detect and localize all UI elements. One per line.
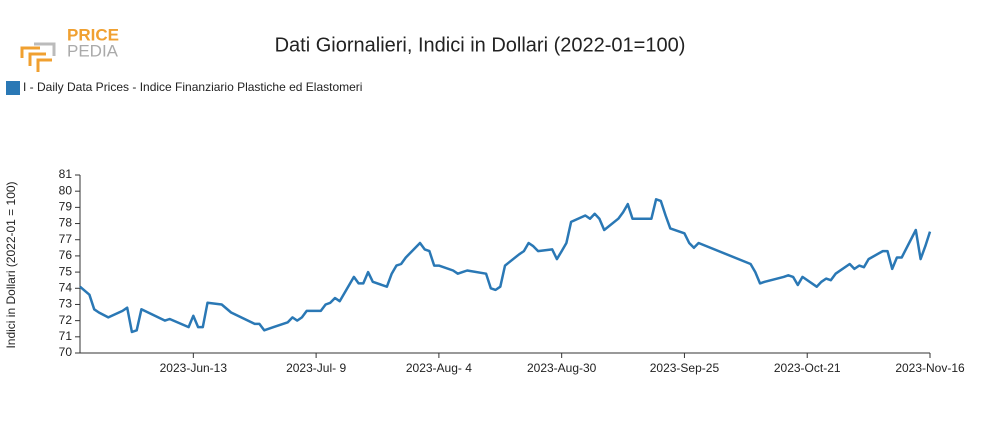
y-tick-label: 81 — [59, 167, 73, 181]
logo-text: PEDIA — [67, 41, 119, 60]
logo-mark — [34, 42, 56, 56]
x-tick-label: 2023-Nov-16 — [895, 361, 965, 375]
y-tick-label: 73 — [59, 297, 73, 311]
y-tick-label: 72 — [59, 313, 73, 327]
y-axis-label: Indici in Dollari (2022-01 = 100) — [4, 181, 18, 348]
y-tick-label: 70 — [59, 345, 73, 359]
x-tick-label: 2023-Jul- 9 — [286, 361, 346, 375]
y-tick-label: 74 — [59, 280, 73, 294]
logo: PRICE PEDIA — [20, 25, 119, 72]
y-tick-label: 80 — [59, 183, 73, 197]
chart-title: Dati Giornalieri, Indici in Dollari (202… — [275, 34, 686, 56]
y-tick-label: 75 — [59, 264, 73, 278]
y-tick-label: 79 — [59, 200, 73, 214]
y-tick-label: 77 — [59, 232, 73, 246]
x-tick-label: 2023-Aug-30 — [527, 361, 597, 375]
x-tick-label: 2023-Sep-25 — [650, 361, 720, 375]
x-tick-label: 2023-Oct-21 — [774, 361, 841, 375]
y-tick-label: 76 — [59, 248, 73, 262]
y-tick-label: 78 — [59, 216, 73, 230]
legend-swatch — [6, 81, 20, 95]
legend-label: I - Daily Data Prices - Indice Finanziar… — [23, 80, 362, 94]
logo-mark — [20, 46, 52, 72]
data-line — [79, 198, 932, 334]
logo-text: PRICE — [67, 25, 119, 44]
x-tick-label: 2023-Aug- 4 — [406, 361, 472, 375]
x-tick-label: 2023-Jun-13 — [160, 361, 228, 375]
y-tick-label: 71 — [59, 329, 73, 343]
